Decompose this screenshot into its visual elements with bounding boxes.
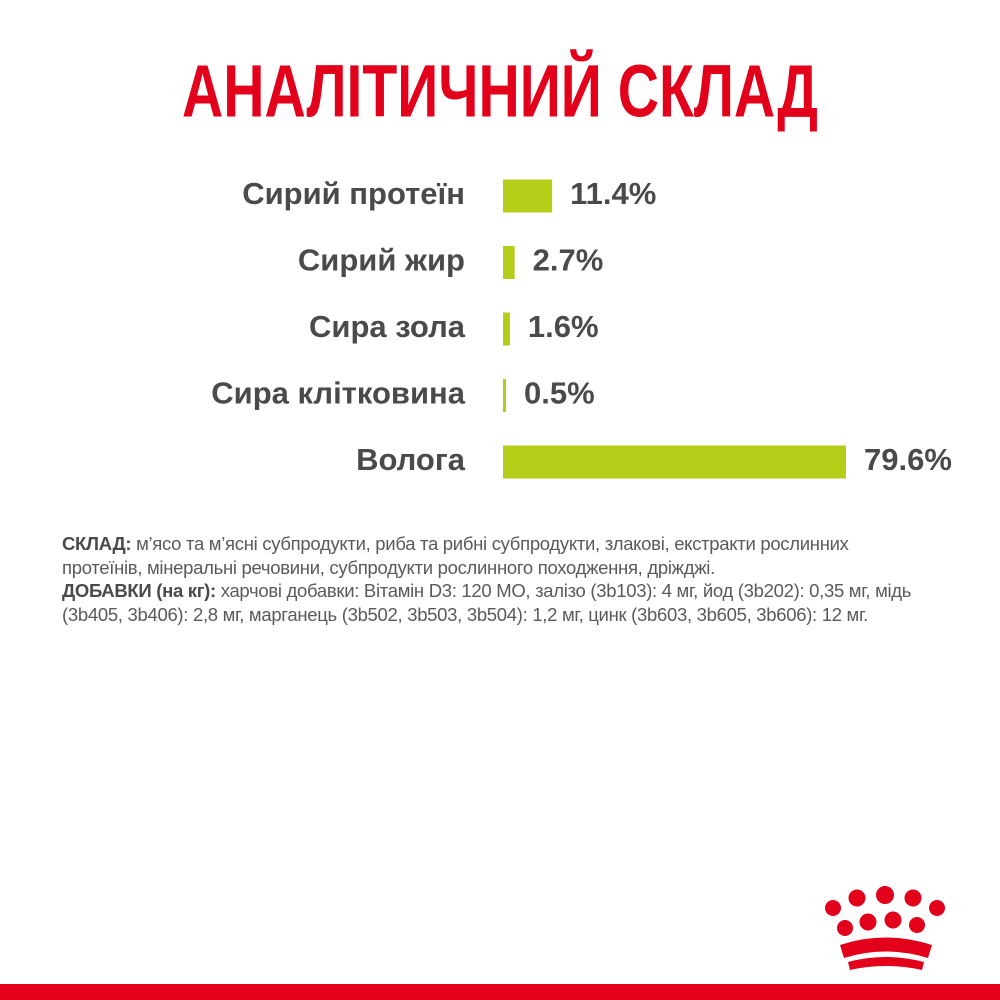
additives-label: ДОБАВКИ (на кг): bbox=[62, 580, 216, 601]
value-label: 11.4% bbox=[570, 176, 656, 211]
bar bbox=[503, 312, 510, 346]
composition-text: м’ясо та м’ясні субпродукти, риба та риб… bbox=[62, 533, 849, 578]
category-label: Сирий жир bbox=[298, 243, 465, 278]
bottom-band bbox=[0, 984, 1000, 1000]
category-label: Сирий протеїн bbox=[242, 176, 465, 211]
logo bbox=[825, 886, 945, 970]
value-label: 0.5% bbox=[524, 376, 595, 411]
composition: СКЛАД: м’ясо та м’ясні субпродукти, риба… bbox=[62, 532, 922, 579]
bar bbox=[503, 246, 515, 279]
bar bbox=[503, 445, 846, 479]
additives-text: харчові добавки: Вітамін D3: 120 МО, зал… bbox=[62, 580, 912, 625]
composition-label: СКЛАД: bbox=[62, 533, 132, 554]
info-text: СКЛАД: м’ясо та м’ясні субпродукти, риба… bbox=[62, 532, 922, 626]
category-label: Волога bbox=[356, 442, 466, 477]
value-label: 79.6% bbox=[864, 442, 952, 477]
category-label: Сира клітковина bbox=[211, 376, 465, 411]
chart-title: АНАЛІТИЧНИЙ СКЛАД bbox=[182, 49, 818, 133]
bar bbox=[503, 179, 553, 213]
value-label: 1.6% bbox=[528, 309, 599, 344]
category-label: Сира зола bbox=[309, 309, 466, 344]
bar bbox=[503, 379, 506, 412]
additives: ДОБАВКИ (на кг): харчові добавки: Вітамі… bbox=[62, 579, 922, 626]
value-label: 2.7% bbox=[533, 243, 604, 278]
